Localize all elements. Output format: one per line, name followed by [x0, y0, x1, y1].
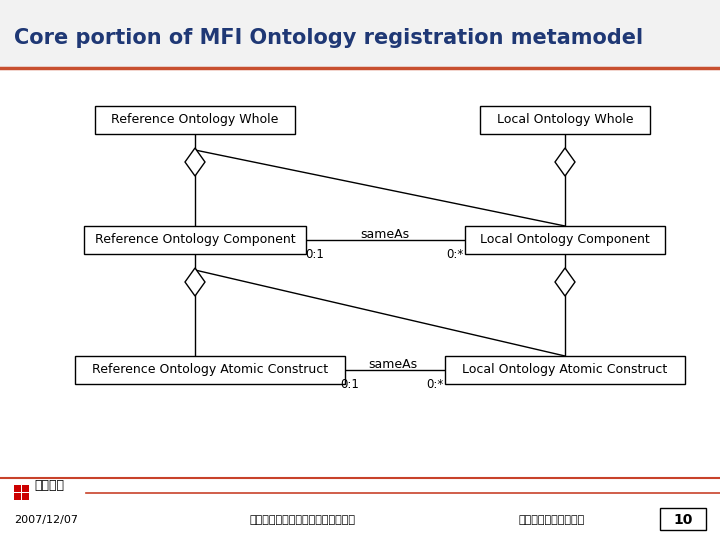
Text: sameAs: sameAs [361, 228, 410, 241]
Polygon shape [185, 268, 205, 296]
Text: 10: 10 [673, 513, 693, 527]
Text: Core portion of MFI Ontology registration metamodel: Core portion of MFI Ontology registratio… [14, 28, 643, 48]
Text: 0:*: 0:* [446, 248, 464, 261]
Bar [22, 493, 29, 500]
Text: 東京電力: 東京電力 [34, 479, 64, 492]
Bar [0, 0, 720, 68]
Text: 0:*: 0:* [426, 378, 444, 391]
Polygon shape [555, 148, 575, 176]
Polygon shape [555, 268, 575, 296]
Bar [14, 493, 21, 500]
Text: 東京電力システム企画部・岡部雅夫: 東京電力システム企画部・岡部雅夫 [249, 515, 356, 525]
Text: 0:1: 0:1 [341, 378, 359, 391]
Text: sameAs: sameAs [369, 358, 418, 371]
Text: Local Ontology Atomic Construct: Local Ontology Atomic Construct [462, 363, 667, 376]
Text: 目的外使用・複製禁止: 目的外使用・複製禁止 [518, 515, 585, 525]
Bar [84, 226, 306, 254]
Text: 0:1: 0:1 [305, 248, 325, 261]
Text: Reference Ontology Component: Reference Ontology Component [95, 233, 295, 246]
Text: Reference Ontology Whole: Reference Ontology Whole [112, 113, 279, 126]
Bar [445, 356, 685, 384]
Bar [14, 485, 21, 492]
Bar [465, 226, 665, 254]
Text: Local Ontology Component: Local Ontology Component [480, 233, 650, 246]
Bar [95, 106, 295, 134]
Bar [75, 356, 345, 384]
Text: Reference Ontology Atomic Construct: Reference Ontology Atomic Construct [92, 363, 328, 376]
Text: Local Ontology Whole: Local Ontology Whole [497, 113, 634, 126]
Bar [22, 485, 29, 492]
Bar [480, 106, 650, 134]
Polygon shape [185, 148, 205, 176]
Text: 2007/12/07: 2007/12/07 [14, 515, 78, 525]
Bar [660, 508, 706, 530]
